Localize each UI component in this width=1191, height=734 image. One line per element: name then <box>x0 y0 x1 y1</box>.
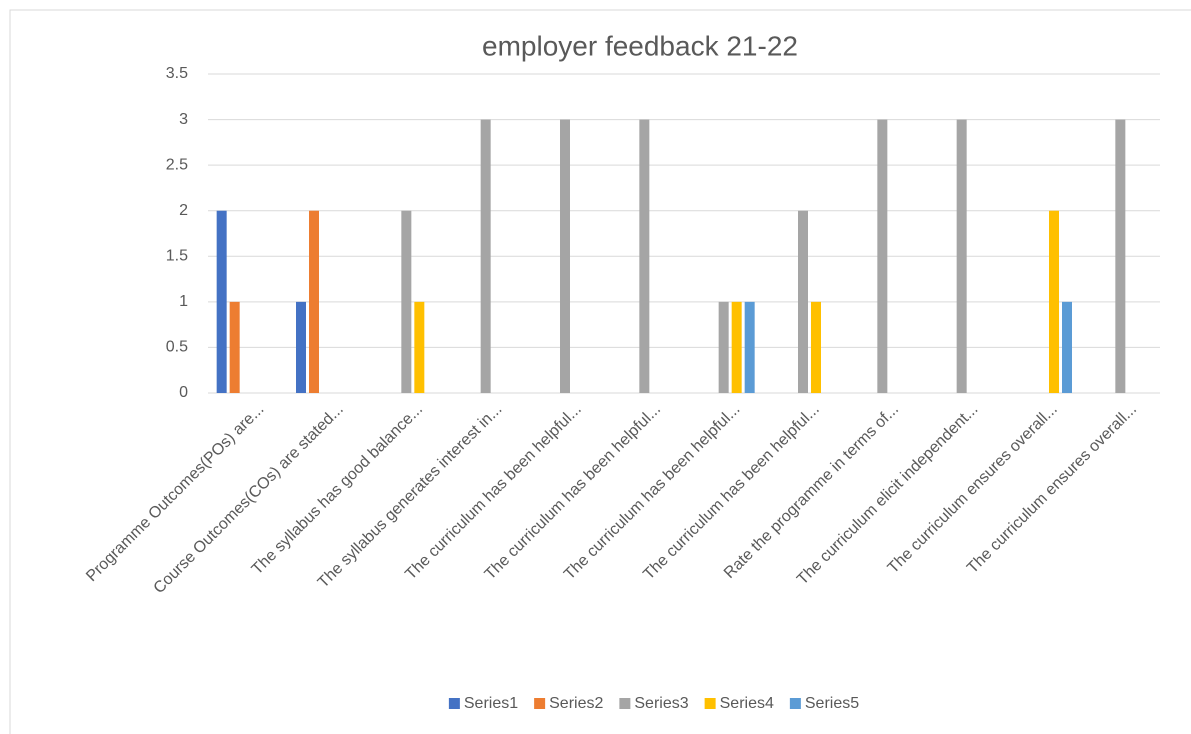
legend-label: Series3 <box>634 695 688 712</box>
legend-swatch <box>448 698 460 709</box>
bar <box>401 210 412 393</box>
y-tick-label: 3.5 <box>166 65 188 82</box>
legend-label: Series5 <box>805 695 859 712</box>
y-tick-label: 1 <box>179 293 188 310</box>
y-tick-label: 2 <box>179 202 188 219</box>
bar <box>956 119 967 394</box>
bar <box>296 301 306 393</box>
bar <box>1115 119 1126 394</box>
bar <box>480 119 491 394</box>
bar <box>639 119 650 394</box>
bar <box>877 119 888 394</box>
bar <box>229 301 240 393</box>
bar <box>811 301 821 393</box>
legend-swatch <box>789 698 801 709</box>
bar <box>1062 301 1072 393</box>
legend: Series1 Series2 Series3 Series4 Series5 <box>448 695 859 712</box>
bar <box>1049 210 1059 393</box>
bar <box>560 119 570 394</box>
legend-swatch <box>534 698 546 709</box>
y-tick-label: 0 <box>179 384 188 401</box>
bar <box>798 210 808 393</box>
y-tick-label: 3 <box>179 111 188 128</box>
legend-label: Series1 <box>464 695 518 712</box>
y-tick-label: 0.5 <box>166 339 188 356</box>
bar <box>744 301 755 393</box>
bar <box>309 210 319 393</box>
legend-label: Series2 <box>549 695 603 712</box>
chart-frame <box>9 9 1191 734</box>
legend-swatch <box>704 698 716 709</box>
legend-label: Series4 <box>720 695 774 712</box>
bar <box>718 301 729 393</box>
legend-swatch <box>619 698 631 709</box>
bar <box>216 210 227 393</box>
chart-title: employer feedback 21-22 <box>482 30 798 61</box>
y-tick-label: 1.5 <box>166 248 188 265</box>
bar <box>731 301 742 393</box>
bar <box>414 301 425 393</box>
y-tick-label: 2.5 <box>166 156 188 173</box>
